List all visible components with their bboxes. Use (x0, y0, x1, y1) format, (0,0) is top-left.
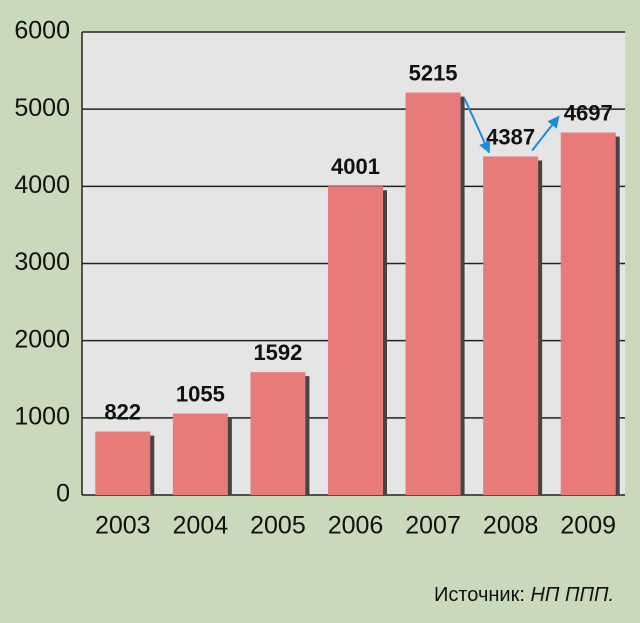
x-tick-label: 2003 (95, 512, 151, 540)
value-label: 1592 (253, 340, 302, 365)
value-label: 4001 (331, 154, 380, 179)
arrow (463, 98, 491, 154)
bar (328, 186, 383, 495)
bar (95, 431, 151, 495)
value-label: 1055 (176, 381, 225, 406)
value-label: 4697 (564, 100, 613, 125)
x-tick-label: 2004 (173, 512, 229, 540)
y-tick-label: 1000 (14, 402, 70, 430)
y-tick-label: 3000 (14, 248, 70, 276)
y-tick-label: 5000 (14, 94, 70, 122)
x-tick-label: 2009 (560, 512, 616, 540)
y-tick-label: 4000 (14, 171, 70, 199)
x-tick-label: 2006 (328, 512, 384, 540)
bar (405, 92, 461, 495)
value-label: 822 (104, 399, 141, 424)
bar (172, 413, 228, 495)
source: Источник: НП ППП. (434, 584, 614, 606)
source-name: НП ППП. (530, 584, 614, 606)
bar (483, 156, 539, 495)
y-tick-label: 0 (56, 480, 70, 508)
x-tick-label: 2005 (250, 512, 306, 540)
x-tick-label: 2007 (405, 512, 461, 540)
value-label: 4387 (486, 124, 535, 149)
bar (560, 132, 616, 496)
bar (250, 372, 306, 495)
x-tick-label: 2008 (483, 512, 539, 540)
arrow (531, 115, 560, 152)
y-tick-label: 6000 (14, 17, 70, 45)
y-tick-label: 2000 (14, 325, 70, 353)
value-label: 5215 (409, 60, 458, 85)
source-label: Источник: (434, 584, 525, 606)
